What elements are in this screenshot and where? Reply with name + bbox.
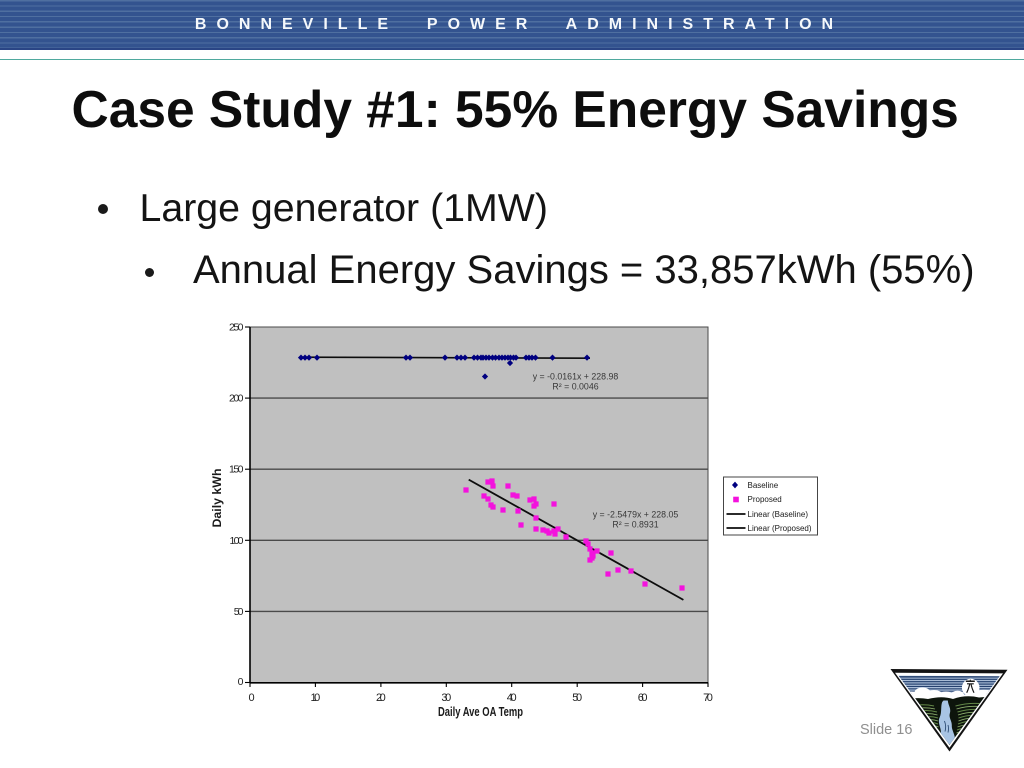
- svg-text:50: 50: [234, 606, 244, 618]
- svg-text:150: 150: [229, 464, 244, 476]
- svg-text:Proposed: Proposed: [748, 495, 782, 504]
- svg-text:40: 40: [507, 692, 517, 704]
- svg-text:30: 30: [441, 692, 451, 704]
- svg-text:250: 250: [229, 322, 244, 334]
- svg-text:Daily Ave OA Temp: Daily Ave OA Temp: [438, 704, 523, 719]
- svg-text:0: 0: [238, 676, 244, 688]
- svg-text:Baseline: Baseline: [748, 481, 779, 490]
- svg-text:y = -2.5479x + 228.05: y = -2.5479x + 228.05: [593, 510, 679, 520]
- svg-text:20: 20: [376, 692, 386, 704]
- svg-text:y = -0.0161x + 228.98: y = -0.0161x + 228.98: [533, 372, 619, 382]
- svg-text:Linear (Proposed): Linear (Proposed): [748, 524, 812, 533]
- svg-text:R² = 0.0046: R² = 0.0046: [552, 382, 598, 392]
- svg-text:10: 10: [311, 692, 321, 704]
- svg-text:0: 0: [248, 692, 254, 704]
- svg-text:200: 200: [229, 393, 244, 405]
- svg-text:100: 100: [230, 535, 244, 547]
- svg-text:R² = 0.8931: R² = 0.8931: [612, 520, 658, 530]
- svg-text:Linear (Baseline): Linear (Baseline): [748, 510, 809, 519]
- svg-text:Daily kWh: Daily kWh: [210, 469, 224, 528]
- svg-text:50: 50: [572, 692, 582, 704]
- svg-text:70: 70: [703, 692, 713, 704]
- svg-text:60: 60: [638, 692, 648, 704]
